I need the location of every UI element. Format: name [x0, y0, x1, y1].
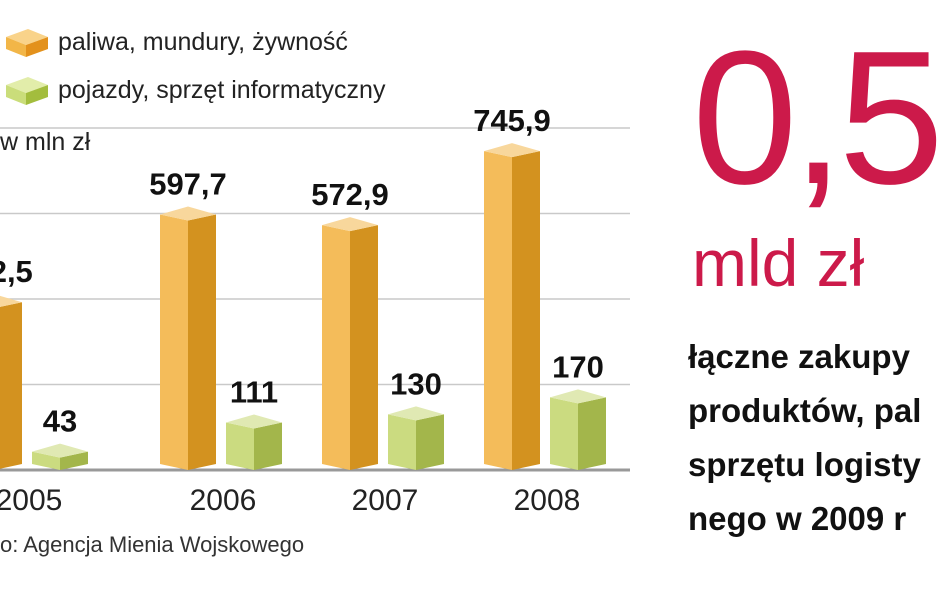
description-line: nego w 2009 r: [688, 500, 907, 537]
source-note: o: Agencja Mienia Wojskowego: [0, 532, 305, 557]
legend-label: paliwa, mundury, żywność: [58, 27, 348, 56]
value-label: 597,7: [149, 166, 227, 201]
bar-top: [0, 295, 22, 307]
orange-box-icon: [6, 29, 48, 57]
bar: [512, 151, 540, 470]
description-line: sprzętu logisty: [688, 446, 921, 483]
value-label: 572,9: [311, 177, 389, 212]
grid-lines: [0, 127, 630, 472]
bar: [388, 414, 416, 470]
bar-chart: 392,5 43 597,7 111 572,9 130 745,9 170 2005 2006…: [0, 103, 630, 517]
bar-top: [550, 389, 606, 404]
green-box-icon: [6, 77, 48, 105]
bar: [160, 214, 188, 470]
bar: [254, 422, 282, 470]
highlight-value: 0,5: [692, 12, 944, 224]
x-tick-label: 2007: [352, 484, 419, 517]
bar: [60, 451, 88, 470]
x-tick-label: 2005: [0, 484, 62, 517]
bar-top: [484, 143, 540, 158]
description-line: produktów, pal: [688, 392, 922, 429]
bar: [322, 225, 350, 470]
bar-top: [32, 443, 88, 458]
bar-top: [160, 206, 216, 221]
x-tick-label: 2006: [190, 484, 257, 517]
bar: [350, 225, 378, 470]
bar: [416, 414, 444, 470]
x-axis-ticks: 2005 2006 2007 2008: [0, 484, 580, 517]
highlight-description: łączne zakupy produktów, pal sprzętu log…: [688, 330, 921, 546]
bar: [550, 397, 578, 470]
bar: [484, 151, 512, 470]
x-tick-label: 2008: [514, 484, 581, 517]
value-label: 392,5: [0, 254, 33, 289]
value-label: 130: [390, 366, 442, 401]
bar: [0, 302, 22, 469]
legend-item-series-2: pojazdy, sprzęt informatyczny: [0, 72, 385, 108]
value-label: 43: [43, 404, 77, 439]
legend-label: pojazdy, sprzęt informatyczny: [58, 75, 386, 104]
value-label: 170: [552, 349, 604, 384]
bar: [188, 214, 216, 470]
unit-label: w mln zł: [0, 128, 91, 156]
legend-item-series-1: paliwa, mundury, żywność: [0, 24, 348, 60]
description-line: łączne zakupy: [688, 338, 910, 375]
bars: [0, 143, 606, 470]
bar-top: [388, 406, 444, 421]
highlight-unit: mld zł: [692, 226, 865, 300]
value-label: 111: [230, 375, 278, 410]
bar: [226, 422, 254, 470]
bar-top: [322, 217, 378, 232]
value-label: 745,9: [473, 103, 551, 138]
bar-top: [226, 414, 282, 429]
bar: [32, 451, 60, 470]
bar: [578, 397, 606, 470]
value-labels: 392,5 43 597,7 111 572,9 130 745,9 170: [0, 103, 604, 438]
